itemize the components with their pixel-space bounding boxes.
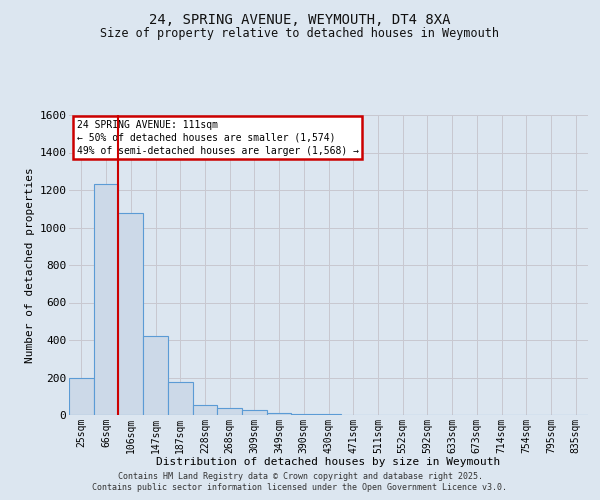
Bar [168,382,193,415]
Bar [94,184,118,415]
Bar [118,212,143,415]
Bar [193,404,217,415]
Bar [217,408,242,415]
Text: 24 SPRING AVENUE: 111sqm
← 50% of detached houses are smaller (1,574)
49% of sem: 24 SPRING AVENUE: 111sqm ← 50% of detach… [77,120,359,156]
Bar [267,413,292,415]
Text: Contains HM Land Registry data © Crown copyright and database right 2025.
Contai: Contains HM Land Registry data © Crown c… [92,472,508,492]
Text: 24, SPRING AVENUE, WEYMOUTH, DT4 8XA: 24, SPRING AVENUE, WEYMOUTH, DT4 8XA [149,12,451,26]
Bar [242,410,267,415]
Y-axis label: Number of detached properties: Number of detached properties [25,167,35,363]
Bar [143,336,168,415]
Bar [316,414,341,415]
X-axis label: Distribution of detached houses by size in Weymouth: Distribution of detached houses by size … [157,457,500,467]
Bar [292,414,316,415]
Bar [69,378,94,415]
Text: Size of property relative to detached houses in Weymouth: Size of property relative to detached ho… [101,28,499,40]
